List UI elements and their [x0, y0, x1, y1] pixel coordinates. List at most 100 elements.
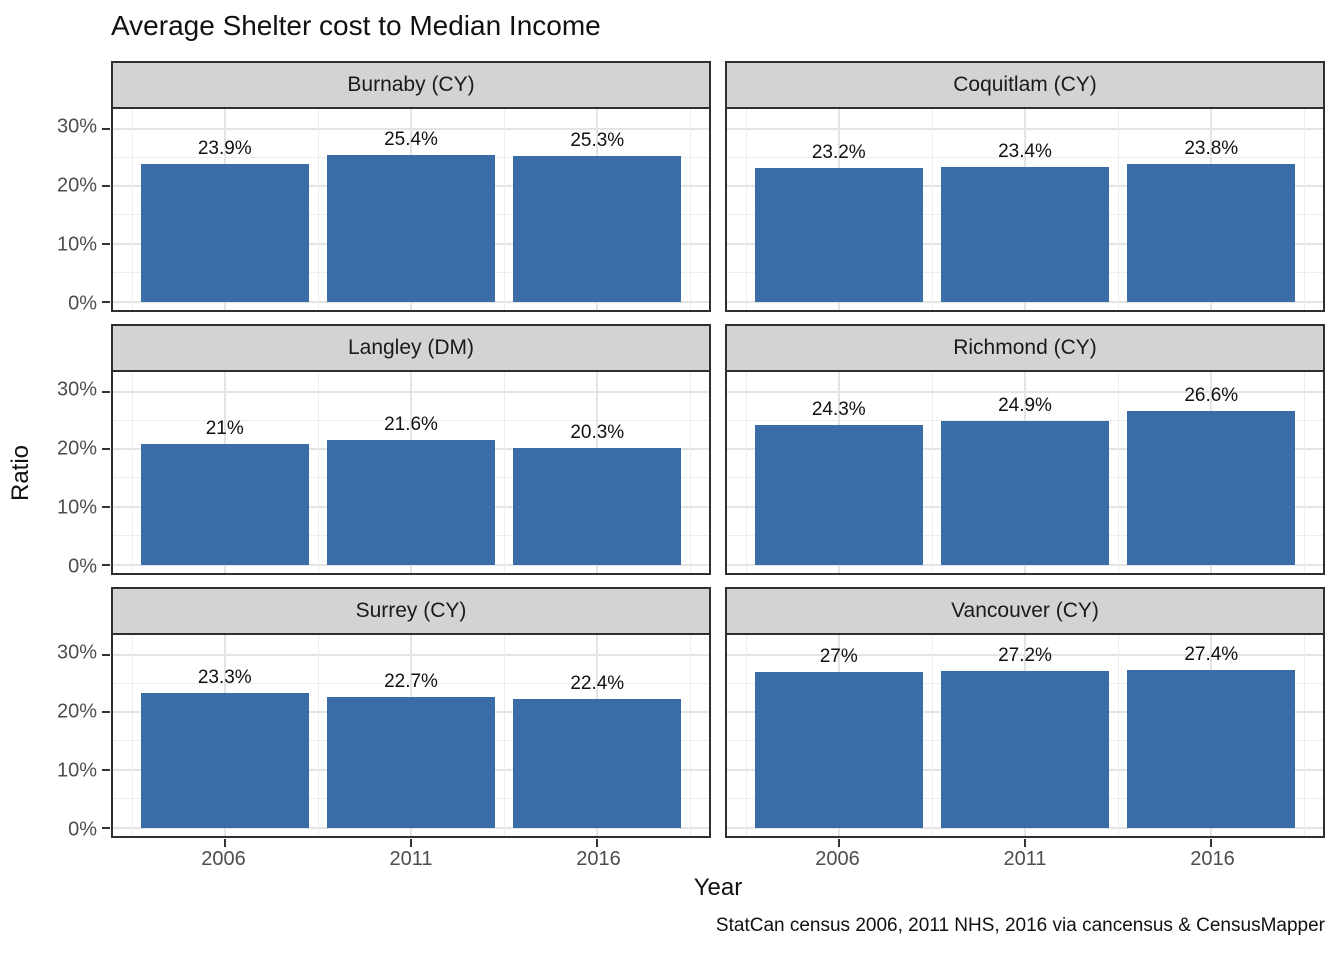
axis-tick-mark [1210, 839, 1213, 847]
facet-richmond: Richmond (CY) 24.3% 24.9% 26.6% [725, 324, 1325, 575]
gridline [504, 635, 506, 836]
gridline [745, 372, 747, 573]
bar-value-label: 23.9% [197, 137, 252, 159]
axis-tick-mark [102, 653, 110, 656]
facet-strip: Vancouver (CY) [725, 587, 1325, 633]
gridline [317, 635, 319, 836]
facet-strip-label: Surrey (CY) [355, 599, 467, 622]
bar-2011: 21.6% [327, 414, 495, 565]
axis-tick-mark [102, 769, 110, 772]
chart-title: Average Shelter cost to Median Income [111, 10, 601, 41]
bar-2016: 27.4% [1127, 644, 1296, 828]
x-tick-label: 2016 [576, 848, 621, 870]
x-tick-label: 2016 [1190, 848, 1235, 870]
bar-value-label: 22.4% [570, 672, 625, 694]
facet-langley: Langley (DM) 21% 21.6% 20.3% [102, 324, 711, 575]
gridline [1118, 635, 1120, 836]
bar-2011: 25.4% [327, 129, 495, 302]
bar-value-label: 25.4% [384, 129, 438, 151]
bar-2016: 22.4% [513, 673, 682, 828]
gridline [690, 635, 692, 836]
y-tick-label: 20% [56, 174, 97, 197]
y-tick-label: 0% [68, 292, 97, 315]
facet-strip-label: Coquitlam (CY) [953, 73, 1097, 96]
x-axis-title: Year [693, 874, 743, 901]
axis-tick-mark [596, 839, 599, 847]
y-axis-tick-labels-row1: 30% 20% 10% 0% [0, 107, 97, 315]
axis-tick-mark [102, 506, 110, 509]
bar-value-label: 21.6% [384, 414, 438, 436]
y-tick-label: 10% [56, 233, 97, 256]
bar-value-label: 27% [819, 645, 858, 667]
axis-tick-mark [837, 839, 840, 847]
axis-tick-mark [102, 300, 110, 303]
y-tick-label: 0% [68, 555, 97, 578]
gridline [1304, 635, 1306, 836]
bar-value-label: 20.3% [570, 421, 625, 443]
axis-tick-mark [102, 711, 110, 714]
bar-2016: 20.3% [513, 422, 682, 565]
x-tick-label: 2006 [815, 848, 860, 870]
axis-tick-mark [102, 826, 110, 829]
bar-value-label: 21% [205, 417, 244, 439]
bar-value-label: 26.6% [1184, 385, 1239, 407]
gridline [1304, 372, 1306, 573]
facet-strip-label: Richmond (CY) [953, 336, 1097, 359]
bar-2006: 24.3% [754, 399, 923, 565]
bar-value-label: 25.3% [570, 129, 625, 151]
facet-strip: Langley (DM) [111, 324, 711, 370]
bar-value-label: 27.4% [1184, 643, 1239, 665]
gridline [690, 109, 692, 310]
axis-tick-mark [223, 839, 226, 847]
facet-strip-label: Langley (DM) [347, 336, 475, 359]
y-tick-label: 30% [56, 378, 97, 401]
gridline [131, 372, 133, 573]
axis-tick-mark [102, 563, 110, 566]
axis-tick-mark [410, 839, 412, 847]
bar-2006: 21% [140, 418, 309, 565]
gridline [745, 635, 747, 836]
gridline [131, 109, 133, 310]
facet-strip: Richmond (CY) [725, 324, 1325, 370]
bar-2006: 23.9% [140, 138, 309, 302]
y-tick-label: 30% [56, 641, 97, 664]
axis-tick-mark [102, 390, 110, 393]
chart-caption: StatCan census 2006, 2011 NHS, 2016 via … [715, 915, 1325, 936]
y-tick-label: 10% [56, 496, 97, 519]
axis-tick-mark [102, 448, 110, 451]
bar-value-label: 23.3% [197, 667, 252, 689]
bar-2011: 24.9% [941, 395, 1109, 565]
facet-burnaby: Burnaby (CY) 23.9% 25.4% 25.3% [102, 61, 711, 312]
bar-2016: 25.3% [513, 130, 682, 302]
gridline [1304, 109, 1306, 310]
axis-tick-mark [1024, 839, 1026, 847]
bar-2006: 23.3% [140, 667, 309, 828]
facet-surrey: Surrey (CY) 23.3% 22.7% 22.4% [102, 587, 711, 847]
bar-2011: 22.7% [327, 671, 495, 828]
bar-2011: 23.4% [941, 141, 1109, 302]
y-tick-label: 30% [56, 115, 97, 138]
facet-panel: 23.3% 22.7% 22.4% [102, 633, 711, 847]
gridline [504, 109, 506, 310]
gridline [131, 635, 133, 836]
axis-tick-mark [102, 243, 110, 246]
x-tick-label: 2011 [1003, 848, 1047, 870]
bar-2006: 27% [754, 646, 923, 828]
gridline [504, 372, 506, 573]
bar-2011: 27.2% [941, 645, 1109, 828]
y-tick-label: 20% [56, 437, 97, 460]
gridline [931, 372, 933, 573]
y-tick-label: 0% [68, 818, 97, 841]
facet-coquitlam: Coquitlam (CY) 23.2% 23.4% 23.8% [725, 61, 1325, 312]
gridline [690, 372, 692, 573]
bar-value-label: 23.4% [998, 140, 1052, 162]
bar-2016: 26.6% [1127, 385, 1296, 565]
gridline [745, 109, 747, 310]
facet-strip: Burnaby (CY) [111, 61, 711, 107]
facet-vancouver: Vancouver (CY) 27% 27.2% 27.4% [725, 587, 1325, 847]
x-tick-label: 2006 [201, 848, 246, 870]
bar-2016: 23.8% [1127, 138, 1296, 302]
bar-value-label: 22.7% [384, 670, 438, 692]
facet-panel: 23.2% 23.4% 23.8% [725, 107, 1325, 312]
gridline [1118, 372, 1120, 573]
